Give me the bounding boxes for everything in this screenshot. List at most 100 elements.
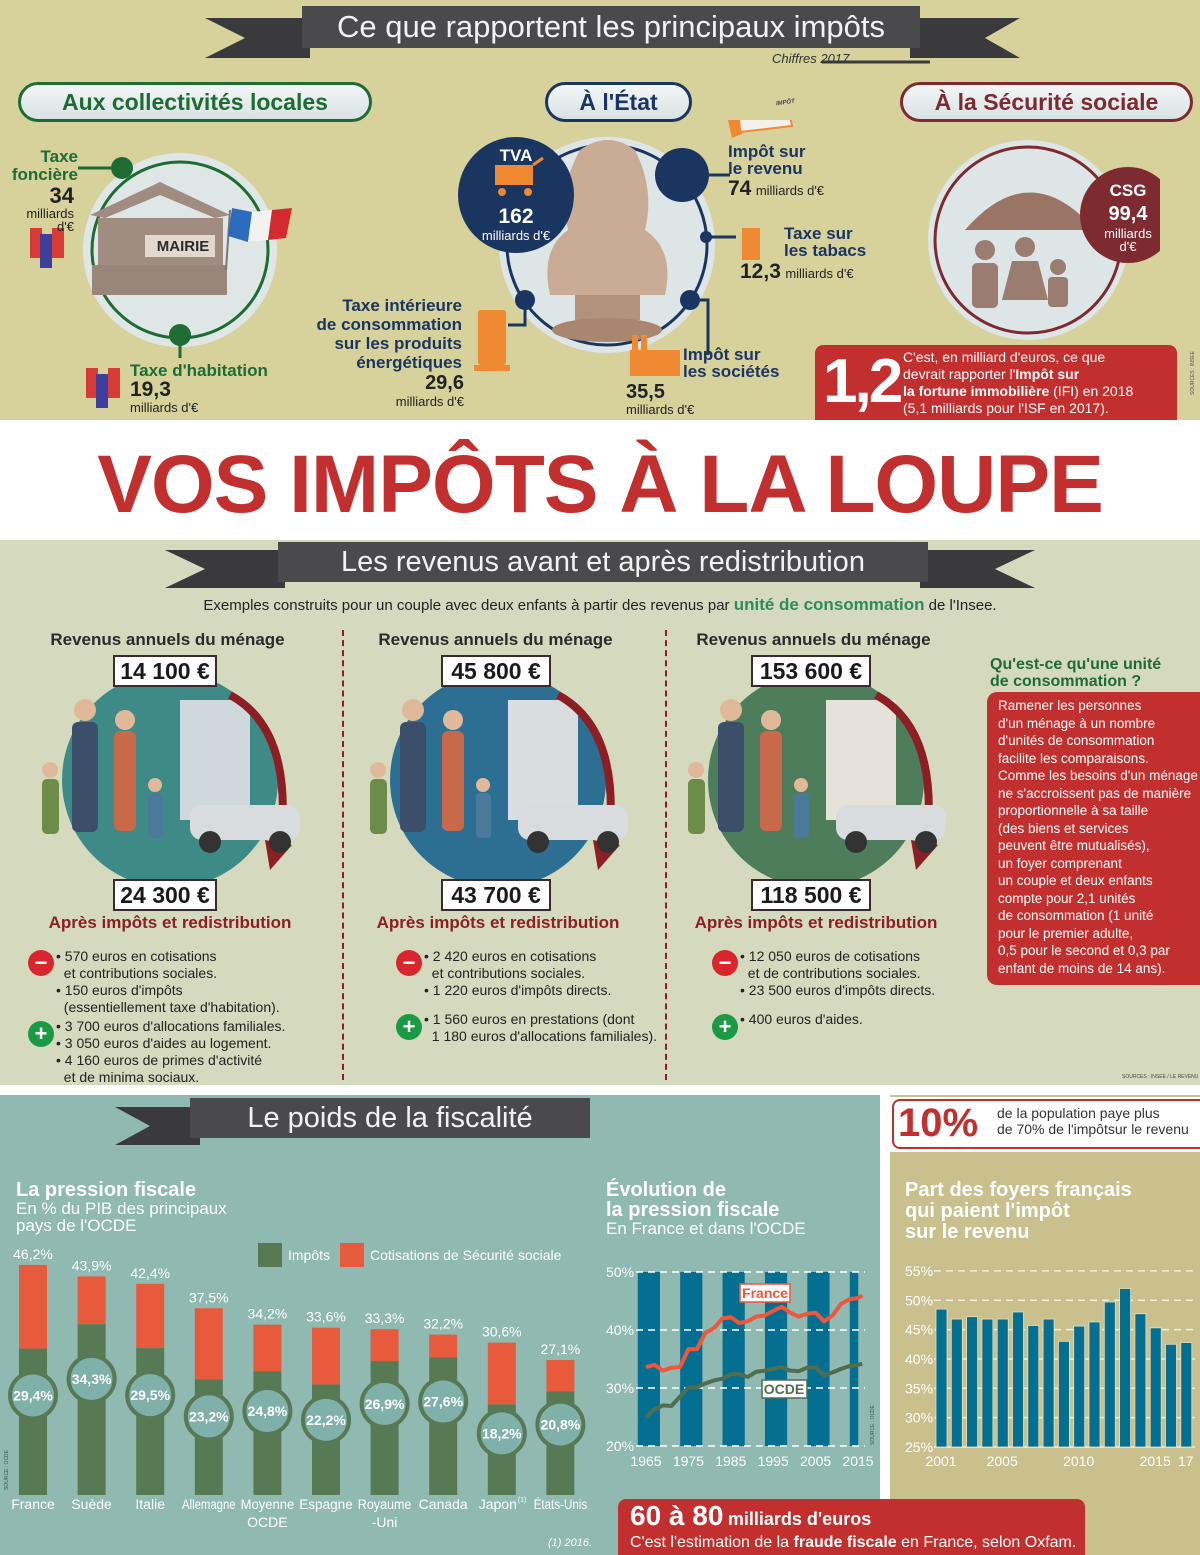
sidebar-box: Ramener les personnes d'un ménage à un no… xyxy=(987,692,1200,985)
income-before-badge: 153 600 € xyxy=(751,655,871,687)
building-icon xyxy=(180,700,250,820)
umbrella-icon xyxy=(965,192,1095,230)
fraud-text: C'est l'estimation de la fraude fiscale … xyxy=(630,1534,1077,1551)
taxe-habitation-label: Taxe d'habitation xyxy=(130,361,268,380)
list-item: • 12 050 euros de cotisations xyxy=(740,948,921,964)
tva-label: TVA xyxy=(499,146,533,165)
sidebar-line: pour le premier adulte, xyxy=(998,925,1134,941)
heading-secu: À la Sécurité sociale xyxy=(900,82,1193,122)
stat-box xyxy=(892,1099,1200,1149)
plus-icon: + xyxy=(28,1021,54,1047)
sidebar-line: ne s'accroissent pas de manière xyxy=(998,785,1192,801)
csg-unit: milliards d'€ xyxy=(1104,226,1152,254)
family-umbrella-illustration xyxy=(928,140,1160,340)
building-icon xyxy=(508,700,578,820)
tva-value: 162 xyxy=(498,205,534,228)
list-item: • 3 050 euros d'aides au logement. xyxy=(56,1035,272,1051)
column-divider xyxy=(342,630,344,1080)
family-icon xyxy=(370,699,491,838)
ifi-value: 1,2 xyxy=(823,347,903,416)
top-subtitle: Chiffres 2017 xyxy=(772,51,850,66)
benefits-list: • 1 560 euros en prestations (dont 1 180… xyxy=(424,1011,657,1045)
sidebar-line: compte pour 2,1 unités xyxy=(998,890,1136,906)
column-header: Revenus annuels du ménage xyxy=(378,630,613,649)
sidebar-line: enfant de moins de 14 ans). xyxy=(998,960,1166,976)
fiscalite-panel: Le poids de la fiscalité xyxy=(0,1095,880,1555)
tax-form-icon xyxy=(728,120,794,138)
sidebar-line: un couple et deux enfants xyxy=(998,873,1153,888)
sidebar-line: Ramener les personnes xyxy=(998,698,1142,713)
impot-societes-label: Impôt sur les sociétés xyxy=(683,345,780,381)
list-item: et de minima sociaux. xyxy=(56,1069,200,1085)
sidebar-line: facilite les comparaisons. xyxy=(998,750,1149,766)
mairie-sign: MAIRIE xyxy=(156,238,210,255)
mid-source: SOURCES : INSEE / LE REVENU xyxy=(1122,1074,1199,1080)
mid-title: Les revenus avant et après redistributio… xyxy=(278,542,928,582)
taxe-tabacs-value: 12,3 milliards d'€ xyxy=(740,260,854,283)
deductions-list: • 2 420 euros en cotisations et contribu… xyxy=(424,948,611,999)
sidebar-line: (des biens et services xyxy=(998,820,1129,836)
top-title: Ce que rapportent les principaux impôts xyxy=(302,6,920,48)
family-icon xyxy=(688,699,809,838)
sidebar-line: un foyer comprenant xyxy=(998,855,1122,871)
deductions-list: • 570 euros en cotisations et contributi… xyxy=(56,948,280,1016)
top-source: SOURCES : INSEE xyxy=(1190,351,1196,395)
bottom-ribbon-tails xyxy=(115,1107,200,1145)
building-icon xyxy=(826,700,896,820)
minus-icon: − xyxy=(28,950,54,976)
list-item: 1 180 euros d'allocations familiales). xyxy=(424,1028,658,1044)
household-column: Revenus annuels du ménage 153 600 € 118 … xyxy=(646,540,986,1085)
list-item: • 1 220 euros d'impôts directs. xyxy=(424,982,612,998)
income-before-badge: 14 100 € xyxy=(113,655,217,687)
csg-label: CSG xyxy=(1109,181,1147,200)
after-label: Après impôts et redistribution xyxy=(48,913,292,932)
household-illustration xyxy=(42,672,300,888)
income-after-badge: 24 300 € xyxy=(113,879,217,911)
list-item: • 3 700 euros d'allocations familiales. xyxy=(56,1018,286,1034)
list-item: • 4 160 euros de primes d'activité xyxy=(56,1052,263,1068)
car-icon xyxy=(836,805,946,853)
mid-intro: Exemples construits pour un couple avec … xyxy=(203,595,997,614)
minus-icon: − xyxy=(712,950,738,976)
sidebar-line: de consommation (1 unité xyxy=(998,908,1154,923)
foyers-panel xyxy=(890,1095,1200,1555)
taxe-fonciere-label: Taxe foncière xyxy=(11,147,78,184)
income-after-badge: 118 500 € xyxy=(751,879,871,911)
after-label: Après impôts et redistribution xyxy=(376,913,620,932)
cigarettes-icon xyxy=(742,228,760,260)
sidebar-line: peuvent être mutualisés), xyxy=(998,838,1150,853)
plus-icon: + xyxy=(712,1014,738,1040)
impot-societes-value: 35,5 xyxy=(626,381,665,403)
family-icon xyxy=(972,237,1068,308)
household-column: Revenus annuels du ménage 45 800 € 43 70… xyxy=(328,540,668,1085)
minus-icon: − xyxy=(396,950,422,976)
deductions-list: • 12 050 euros de cotisations et de cont… xyxy=(740,948,935,999)
sidebar-line: Comme les besoins d'un ménage xyxy=(998,768,1198,783)
family-icon xyxy=(42,699,163,838)
car-icon xyxy=(518,805,628,853)
impot-revenu-value: 74 milliards d'€ xyxy=(728,177,825,200)
mid-ribbon-tails xyxy=(165,550,1035,588)
column-header: Revenus annuels du ménage xyxy=(50,630,285,649)
income-before-badge: 45 800 € xyxy=(441,655,551,687)
csg-value: 99,4 xyxy=(1108,203,1148,225)
sidebar-line: d'un ménage à un nombre xyxy=(998,715,1156,731)
taxe-energie-label: Taxe intérieure de consommation sur les pr… xyxy=(316,296,462,372)
household-column: Revenus annuels du ménage 14 100 € 24 30… xyxy=(0,540,340,1085)
list-item: et contributions sociales. xyxy=(56,965,218,981)
column-divider xyxy=(665,630,667,1080)
redistribution-section: Les revenus avant et après redistributio… xyxy=(0,540,1200,1085)
taxe-habitation-unit: milliards d'€ xyxy=(130,400,199,415)
impot-revenu-label: Impôt sur le revenu xyxy=(728,142,806,178)
building-icon xyxy=(86,368,120,408)
fraud-box: 60 à 80 milliards d'euros C'est l'estima… xyxy=(618,1499,1085,1555)
bottom-title: Le poids de la fiscalité xyxy=(190,1098,590,1138)
list-item: • 400 euros d'aides. xyxy=(740,1011,863,1027)
sidebar-line: proportionnelle à sa taille xyxy=(998,803,1149,818)
impot-societes-unit: milliards d'€ xyxy=(626,402,695,417)
list-item: • 570 euros en cotisations xyxy=(56,948,217,964)
ifi-box: 1,2 C'est, en milliard d'euros, ce que d… xyxy=(815,345,1177,420)
sidebar-title: Qu'est-ce qu'une unité de consommation ? xyxy=(990,656,1162,690)
sidebar-line: d'unités de consommation xyxy=(998,733,1155,748)
heading-etat: À l'État xyxy=(545,82,692,122)
